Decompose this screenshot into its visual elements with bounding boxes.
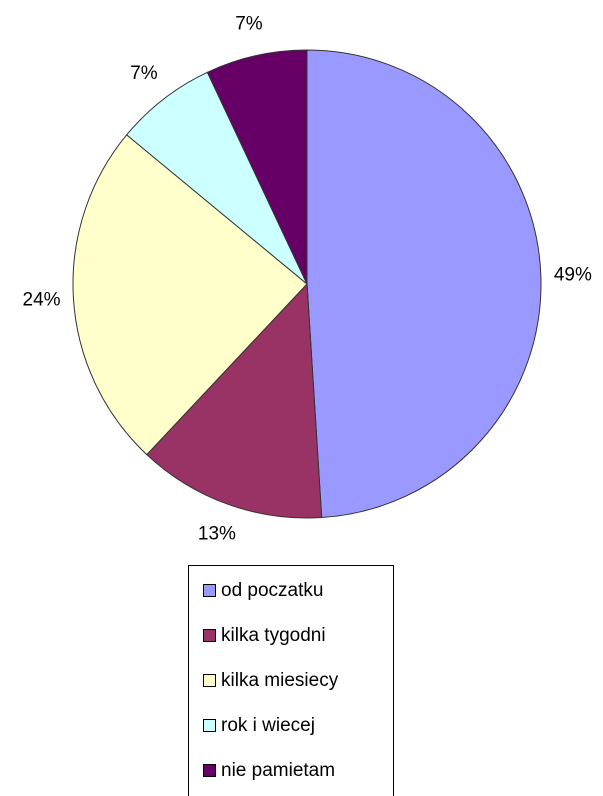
data-label: 13% <box>198 523 236 544</box>
legend-label: kilka tygodni <box>221 625 326 646</box>
legend-label: od poczatku <box>221 580 323 601</box>
pie-slice <box>306 49 542 519</box>
legend-swatch <box>203 629 216 642</box>
pie-slice <box>206 49 308 285</box>
pie-slice <box>72 134 308 456</box>
data-label: 7% <box>130 63 158 84</box>
legend-label: kilka miesiecy <box>221 670 339 691</box>
legend-swatch <box>203 584 216 597</box>
legend-box <box>188 565 394 796</box>
data-label: 24% <box>23 290 61 311</box>
legend-label: rok i wiecej <box>221 715 315 736</box>
legend-label: nie pamietam <box>221 760 335 781</box>
legend-swatch <box>203 719 216 732</box>
data-label: 7% <box>235 13 263 34</box>
pie-slice <box>125 71 308 285</box>
legend-swatch <box>203 674 216 687</box>
legend-swatch <box>203 764 216 777</box>
pie-slice <box>146 282 323 519</box>
data-label: 49% <box>554 265 592 286</box>
